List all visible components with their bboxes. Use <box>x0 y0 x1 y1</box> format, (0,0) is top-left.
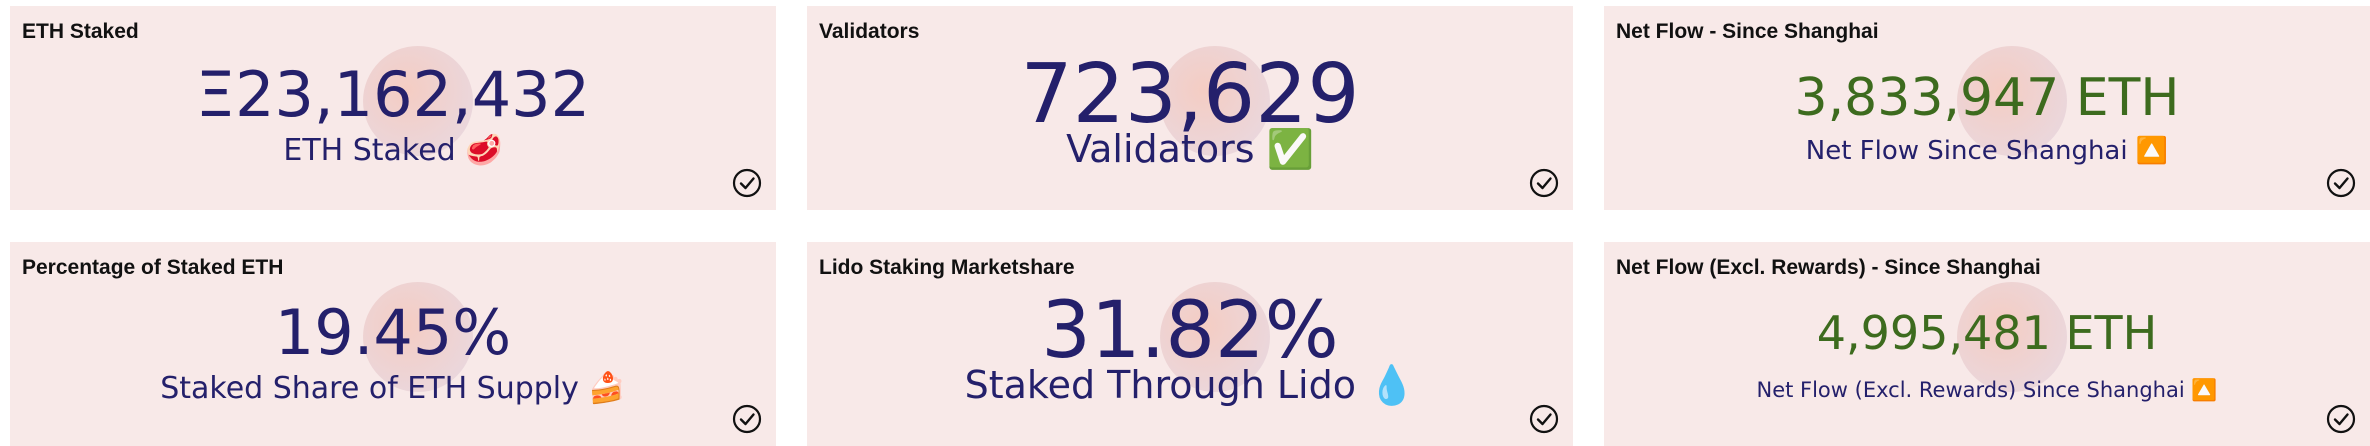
metric-subtitle: Staked Share of ETH Supply 🍰 <box>160 371 626 406</box>
metric-value: 19.45% <box>274 296 512 369</box>
metric-value: 723,629 <box>1020 47 1360 142</box>
metric-value: 31.82% <box>1041 286 1339 376</box>
card-title: Percentage of Staked ETH <box>22 256 284 279</box>
metric-value: 4,995,481 ETH <box>1816 306 2158 360</box>
status-check[interactable] <box>1529 404 1559 434</box>
metric-subtitle: Net Flow Since Shanghai 🔼 <box>1805 136 2169 166</box>
metric-subtitle: Staked Through Lido 💧 <box>964 363 1416 407</box>
metric-card: Net Flow (Excl. Rewards) - Since Shangha… <box>1604 242 2370 446</box>
watermark <box>363 46 473 156</box>
card-title: Net Flow - Since Shanghai <box>1616 20 1879 43</box>
status-check[interactable] <box>732 404 762 434</box>
metric-value: 3,833,947 ETH <box>1794 68 2180 128</box>
metric-card: Percentage of Staked ETH 19.45% Staked Sha… <box>10 242 776 446</box>
status-check[interactable] <box>732 168 762 198</box>
card-title: Lido Staking Marketshare <box>819 256 1075 279</box>
watermark <box>1957 46 2067 156</box>
watermark <box>1957 282 2067 392</box>
watermark <box>1160 282 1270 392</box>
metric-subtitle: Net Flow (Excl. Rewards) Since Shanghai … <box>1756 378 2218 402</box>
metric-card: Net Flow - Since Shanghai 3,833,947 ETH Ne… <box>1604 6 2370 210</box>
status-check[interactable] <box>2326 168 2356 198</box>
metric-subtitle: ETH Staked 🥩 <box>283 133 503 168</box>
metric-card: Lido Staking Marketshare 31.82% Staked Thr… <box>807 242 1573 446</box>
metric-card: Validators 723,629 Validators ✅ <box>807 6 1573 210</box>
status-check[interactable] <box>1529 168 1559 198</box>
card-title: Validators <box>819 20 920 43</box>
metric-card: ETH Staked Ξ23,162,432 ETH Staked 🥩 <box>10 6 776 210</box>
card-title: ETH Staked <box>22 20 139 43</box>
watermark <box>363 282 473 392</box>
metric-subtitle: Validators ✅ <box>1066 127 1314 171</box>
watermark <box>1160 46 1270 156</box>
metric-value: Ξ23,162,432 <box>195 58 591 131</box>
card-title: Net Flow (Excl. Rewards) - Since Shangha… <box>1616 256 2041 279</box>
status-check[interactable] <box>2326 404 2356 434</box>
